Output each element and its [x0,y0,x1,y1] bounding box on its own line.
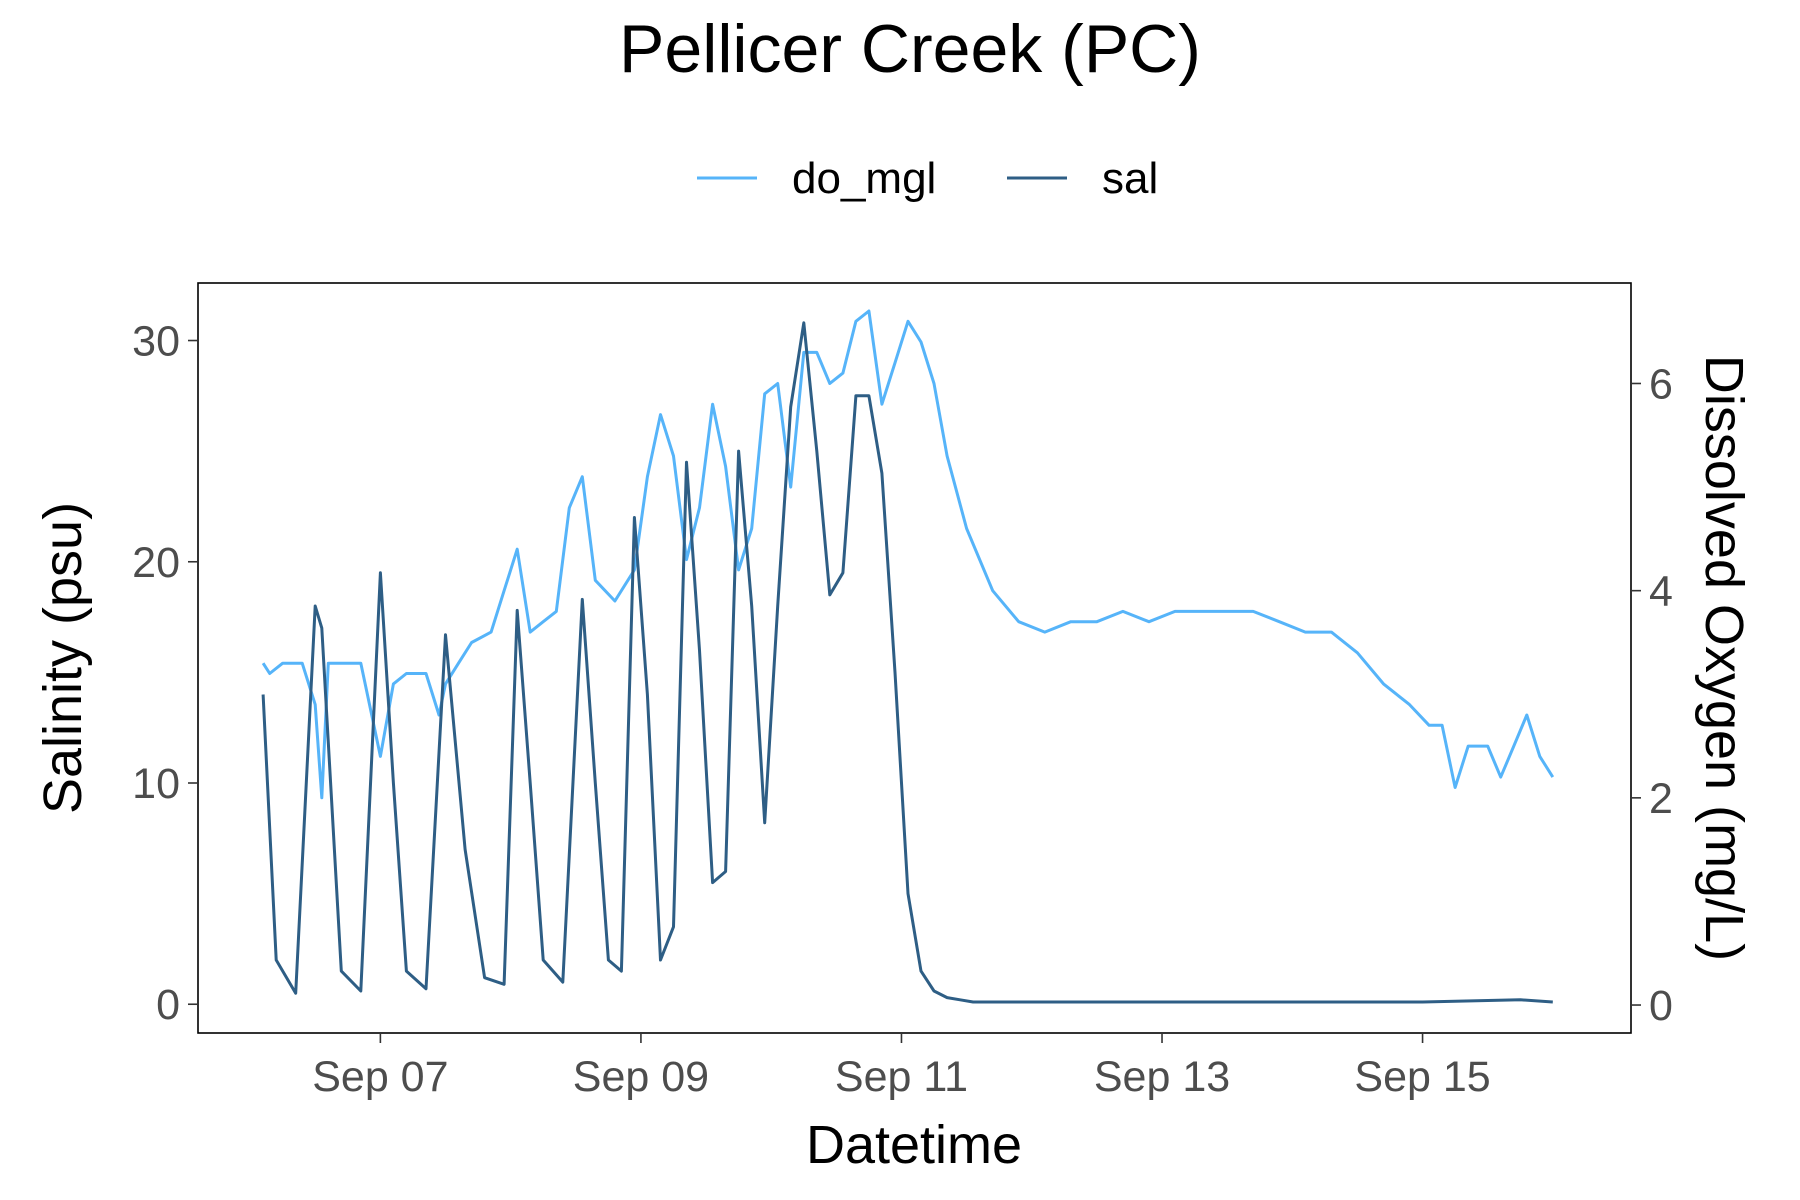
y-axis-right: 0 2 4 6 [1631,360,1673,1030]
legend-label-sal: sal [1102,154,1158,203]
y-tick-label: 20 [132,539,180,587]
y-tick-label: 10 [132,760,180,808]
x-tick-label: Sep 11 [835,1053,968,1101]
y2-tick-label: 0 [1649,982,1673,1030]
y2-tick-label: 6 [1649,360,1673,408]
x-tick-label: Sep 09 [573,1053,709,1101]
x-axis-title: Datetime [806,1115,1022,1175]
chart-title: Pellicer Creek (PC) [619,11,1201,87]
x-tick-label: Sep 15 [1354,1053,1490,1101]
legend: do_mgl sal [697,154,1158,203]
y-tick-label: 30 [132,318,180,366]
y2-tick-label: 2 [1649,775,1673,823]
y-tick-label: 0 [156,981,180,1029]
y2-tick-label: 4 [1649,568,1673,616]
y-axis-right-title: Dissolved Oxygen (mg/L) [1694,355,1754,961]
plot-panel [197,282,1632,1034]
series-layer [261,309,1555,1004]
series-line-sal [261,321,1553,1004]
x-axis: Sep 07 Sep 09 Sep 11 Sep 13 Sep 15 [312,1033,1491,1101]
y-axis-left: 0 10 20 30 [132,318,198,1029]
x-tick-label: Sep 07 [312,1053,448,1101]
series-line-do_mgl [261,309,1555,800]
x-tick-label: Sep 13 [1094,1053,1230,1101]
legend-label-do_mgl: do_mgl [792,154,936,203]
y-axis-left-title: Salinity (psu) [33,502,93,814]
